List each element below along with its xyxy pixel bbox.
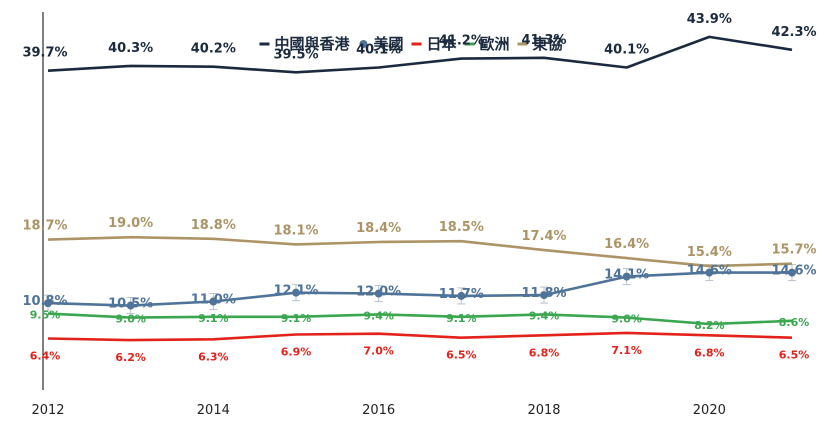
series-5-label-2019: 16.4% xyxy=(604,237,649,252)
series-2-point-2017 xyxy=(457,291,466,300)
series-1-label-2014: 40.2% xyxy=(191,42,236,57)
series-1-label-2021: 42.3% xyxy=(771,25,816,40)
series-4-line xyxy=(47,312,793,326)
series-5-label-2021: 15.7% xyxy=(771,243,816,258)
series-1-label-2015: 39.5% xyxy=(273,47,318,62)
x-tick-label-2014: 2014 xyxy=(197,403,230,418)
series-2-point-2013 xyxy=(126,301,135,310)
series-2-point-2016 xyxy=(374,289,383,298)
series-1-label-2012: 39.7% xyxy=(22,46,67,61)
x-tick-label-2018: 2018 xyxy=(527,403,560,418)
series-2-label-2018: 11.8% xyxy=(521,286,566,301)
series-1-label-2016: 40.1% xyxy=(356,42,401,57)
series-4-label-2020: 8.2% xyxy=(694,319,725,332)
series-5-label-2020: 15.4% xyxy=(687,245,732,260)
series-2-label-2013: 10.5% xyxy=(108,297,153,312)
series-2-label-2019: 14.1% xyxy=(604,268,649,283)
series-3 xyxy=(47,331,793,342)
series-5-label-2017: 18.5% xyxy=(439,220,484,235)
series-5-label-2013: 19.0% xyxy=(108,216,153,231)
series-2-label-2016: 12.0% xyxy=(356,284,401,299)
series-3-label-2018: 6.8% xyxy=(529,346,560,359)
x-tick-label-2016: 2016 xyxy=(362,403,395,418)
legend-label-4: 歐洲 xyxy=(480,35,510,53)
series-2-label-2012: 10.8% xyxy=(22,294,67,309)
series-2-label-2015: 12.1% xyxy=(273,284,318,299)
series-4-label-2019: 9.0% xyxy=(611,313,642,326)
series-4-label-2013: 9.0% xyxy=(115,313,146,326)
series-3-label-2015: 6.9% xyxy=(281,346,312,359)
series-4-label-2021: 8.6% xyxy=(779,316,810,329)
series-5-label-2015: 18.1% xyxy=(273,223,318,238)
series-2-label-2020: 14.6% xyxy=(687,264,732,279)
legend: 中國與香港 美國 日本 歐洲 東協 xyxy=(259,35,563,53)
legend-item-2: 美國 xyxy=(359,35,403,53)
series-3-label-2017: 6.5% xyxy=(446,349,477,362)
series-5-label-2016: 18.4% xyxy=(356,221,401,236)
series-3-label-2021: 6.5% xyxy=(779,349,810,362)
series-4-label-2014: 9.1% xyxy=(198,312,229,325)
legend-marker-2 xyxy=(359,40,368,48)
series-2 xyxy=(44,264,796,315)
series-3-label-2013: 6.2% xyxy=(115,351,146,364)
series-5 xyxy=(47,235,793,268)
series-4 xyxy=(47,312,793,326)
series-layer xyxy=(44,35,796,342)
series-4-label-2017: 9.1% xyxy=(446,312,477,325)
series-2-label-2021: 14.6% xyxy=(771,264,816,279)
legend-item-4: 歐洲 xyxy=(464,35,510,53)
series-4-label-2012: 9.5% xyxy=(30,309,61,322)
legend-label-2: 美國 xyxy=(373,35,403,53)
legend-label-1: 中國與香港 xyxy=(274,35,350,53)
series-1 xyxy=(47,35,793,74)
series-3-label-2016: 7.0% xyxy=(363,345,394,358)
series-1-label-2017: 41.2% xyxy=(439,34,484,49)
series-3-label-2019: 7.1% xyxy=(611,344,642,357)
series-3-label-2020: 6.8% xyxy=(694,346,725,359)
x-tick-label-2020: 2020 xyxy=(693,403,726,418)
series-4-label-2015: 9.1% xyxy=(281,312,312,325)
x-axis: 2012 2014 2016 2018 2020 xyxy=(31,403,725,418)
series-1-line xyxy=(47,35,793,74)
series-5-line xyxy=(47,235,793,268)
series-1-label-2019: 40.1% xyxy=(604,42,649,57)
series-2-label-2017: 11.7% xyxy=(439,287,484,302)
legend-item-1: 中國與香港 xyxy=(259,35,350,53)
series-5-label-2014: 18.8% xyxy=(191,218,236,233)
series-2-point-2012 xyxy=(44,299,52,308)
data-label-layer: 39.7% 40.3% 40.2% 39.5% 40.1% 41.2% 41.3% 40.1%… xyxy=(22,12,816,364)
series-4-label-2016: 9.4% xyxy=(363,309,394,322)
x-tick-label-2012: 2012 xyxy=(31,403,64,418)
series-2-point-2020 xyxy=(705,268,714,277)
legend-label-5: 東協 xyxy=(533,35,563,53)
legend-item-5: 東協 xyxy=(517,35,563,53)
series-2-point-2014 xyxy=(209,297,218,306)
series-2-point-2019 xyxy=(622,272,631,281)
series-1-label-2020: 43.9% xyxy=(687,12,732,27)
series-3-label-2012: 6.4% xyxy=(30,350,61,363)
series-5-label-2018: 17.4% xyxy=(521,229,566,244)
series-3-label-2014: 6.3% xyxy=(198,350,229,363)
series-1-label-2018: 41.3% xyxy=(521,33,566,48)
series-1-label-2013: 40.3% xyxy=(108,41,153,56)
series-2-label-2014: 11.0% xyxy=(191,293,236,308)
series-2-line xyxy=(47,271,792,307)
series-2-point-2015 xyxy=(292,288,300,297)
series-3-line xyxy=(47,331,793,342)
legend-item-3: 日本 xyxy=(411,35,457,53)
series-2-point-2021 xyxy=(788,268,796,277)
series-2-point-2018 xyxy=(540,291,548,300)
legend-label-3: 日本 xyxy=(426,35,456,53)
series-4-label-2018: 9.4% xyxy=(529,309,560,322)
series-5-label-2012: 18.7% xyxy=(22,219,67,234)
